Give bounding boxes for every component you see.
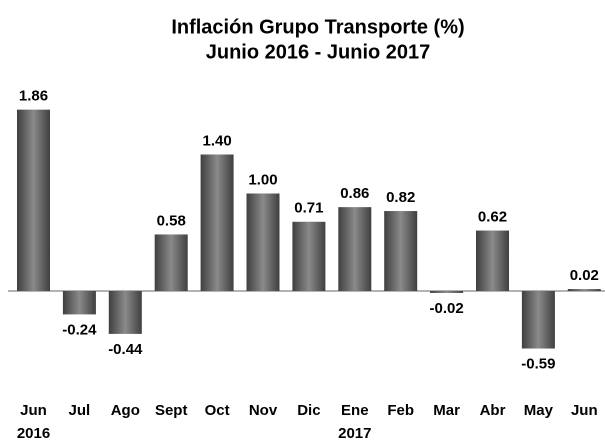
bar (17, 109, 50, 292)
x-tick-label: Jun (571, 402, 598, 419)
bar (154, 234, 188, 291)
x-tick-label: Sept (155, 402, 188, 419)
x-tick-label: Ene 2017 (338, 402, 371, 442)
bar (567, 289, 601, 291)
x-tick-label: Jul (69, 402, 91, 419)
data-label: 1.40 (202, 132, 231, 149)
x-tick-label: Feb (387, 402, 414, 419)
data-label: -0.24 (62, 321, 97, 338)
bar (338, 207, 372, 291)
x-tick-label: Ago (111, 402, 140, 419)
data-label: 1.00 (248, 171, 277, 188)
bar (62, 291, 96, 315)
x-tick-label: Abr (480, 402, 506, 419)
chart-title: Inflación Grupo Transporte (%) (171, 16, 464, 38)
data-label: -0.59 (521, 355, 555, 372)
bar (200, 154, 234, 291)
bar (108, 291, 142, 334)
bar (476, 230, 509, 291)
data-label: 0.71 (294, 200, 323, 217)
x-tick-label: Nov (249, 402, 278, 419)
data-label: 0.02 (570, 267, 599, 284)
x-tick-label: Mar (433, 402, 460, 419)
bar (430, 291, 464, 293)
x-tick-label: Dic (297, 402, 320, 419)
data-label: -0.02 (429, 300, 463, 317)
data-label: 0.58 (157, 212, 186, 229)
data-label: 0.86 (340, 185, 369, 202)
x-tick-label: Jun 2016 (17, 402, 50, 442)
x-tick-label: May (524, 402, 554, 419)
bar (292, 221, 326, 291)
data-label: 0.62 (478, 209, 507, 226)
bar (384, 211, 418, 291)
bar (246, 193, 280, 291)
data-label: -0.44 (108, 341, 143, 358)
bar (521, 291, 555, 349)
chart-subtitle: Junio 2016 - Junio 2017 (206, 41, 431, 63)
x-tick-label: Oct (205, 402, 230, 419)
data-label: 0.82 (386, 189, 415, 206)
data-label: 1.86 (19, 88, 48, 105)
